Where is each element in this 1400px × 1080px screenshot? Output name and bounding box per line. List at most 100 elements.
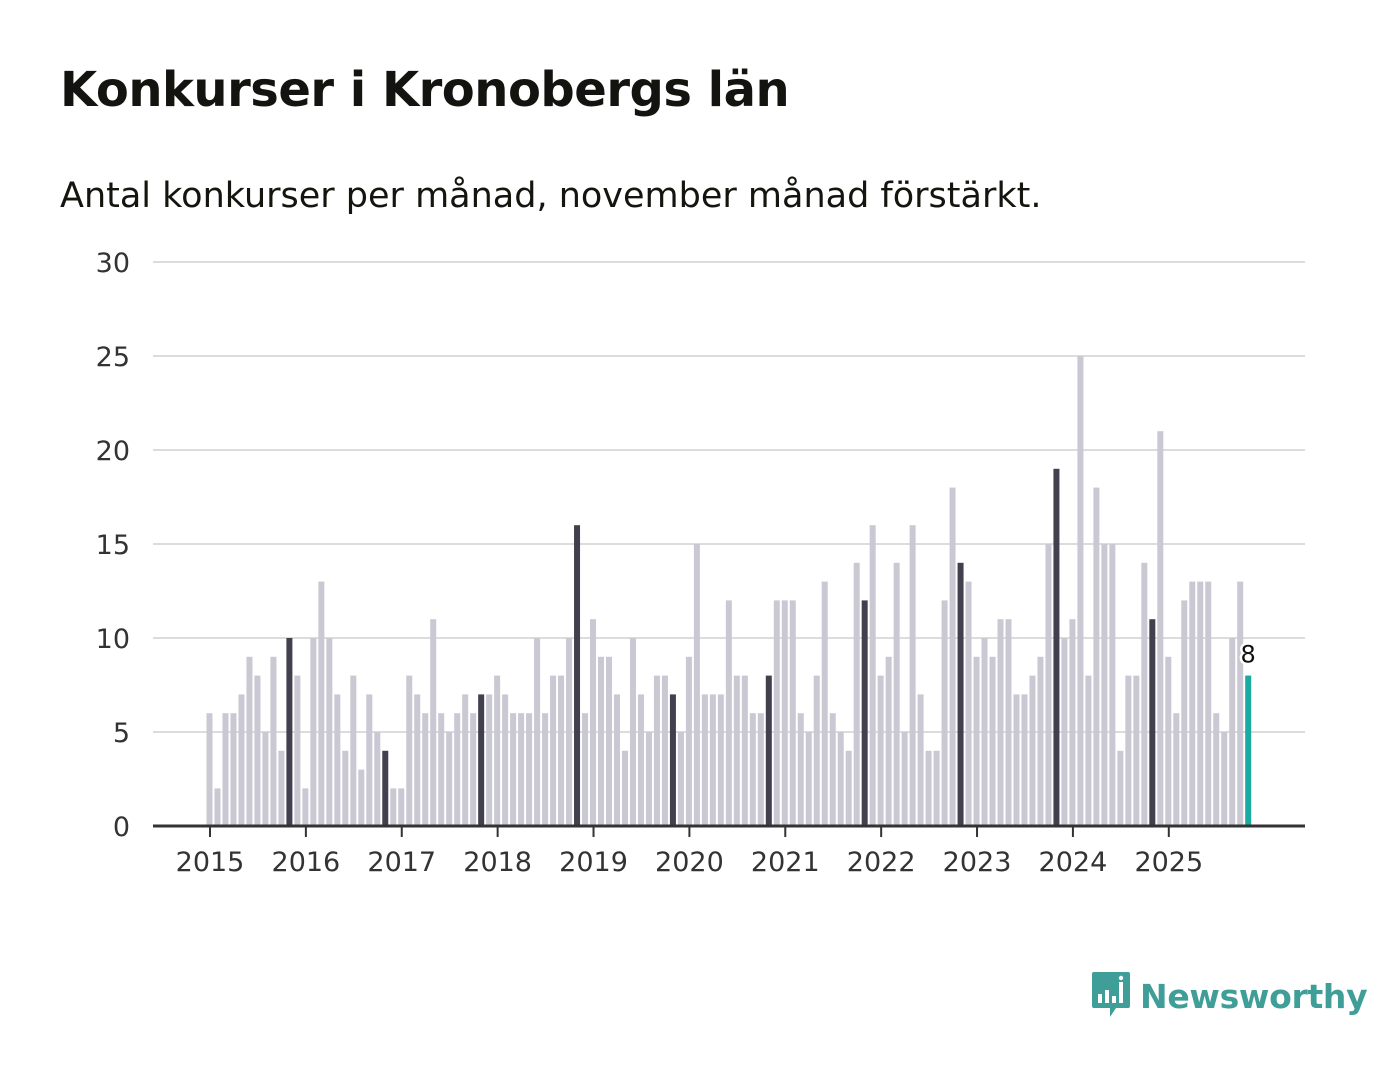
bar bbox=[949, 487, 956, 826]
bar bbox=[590, 619, 597, 826]
bar bbox=[741, 675, 748, 826]
chart-subtitle: Antal konkurser per månad, november måna… bbox=[60, 176, 1042, 216]
bar-november bbox=[574, 525, 581, 826]
bar bbox=[254, 675, 261, 826]
y-tick-label: 30 bbox=[96, 248, 130, 279]
x-tick-label: 2016 bbox=[272, 847, 341, 878]
bar bbox=[645, 732, 652, 826]
bar bbox=[334, 694, 341, 826]
bar bbox=[941, 600, 948, 826]
bar bbox=[981, 638, 988, 826]
bar bbox=[430, 619, 437, 826]
bar bbox=[230, 713, 237, 826]
y-tick-label: 5 bbox=[113, 718, 130, 749]
bar bbox=[1205, 581, 1212, 826]
bar bbox=[853, 562, 860, 826]
newsworthy-logo-icon bbox=[1092, 972, 1130, 1017]
bar bbox=[438, 713, 445, 826]
bar bbox=[1189, 581, 1196, 826]
x-tick-label: 2023 bbox=[943, 847, 1012, 878]
bar bbox=[374, 732, 381, 826]
chart-title: Konkurser i Kronobergs län bbox=[60, 62, 790, 118]
bar bbox=[837, 732, 844, 826]
bar bbox=[262, 732, 269, 826]
bar bbox=[629, 638, 636, 826]
bar bbox=[246, 656, 253, 826]
bar bbox=[613, 694, 620, 826]
bar bbox=[1037, 656, 1044, 826]
bar-november bbox=[765, 675, 772, 826]
bar bbox=[1229, 638, 1236, 826]
bar bbox=[997, 619, 1004, 826]
x-tick-label: 2022 bbox=[847, 847, 916, 878]
bar bbox=[422, 713, 429, 826]
bar bbox=[1117, 750, 1124, 826]
bar bbox=[542, 713, 549, 826]
bar bbox=[318, 581, 325, 826]
bar-november bbox=[286, 638, 293, 826]
bar bbox=[558, 675, 565, 826]
y-tick-label: 25 bbox=[96, 342, 130, 373]
x-axis: 2015 2016 2017 2018 2019 2020 2021 2022 2023 2024… bbox=[153, 824, 1305, 878]
bar bbox=[757, 713, 764, 826]
bar bbox=[222, 713, 229, 826]
bar bbox=[685, 656, 692, 826]
bar bbox=[270, 656, 277, 826]
bar bbox=[901, 732, 908, 826]
bar bbox=[494, 675, 501, 826]
bar bbox=[725, 600, 732, 826]
newsworthy-brand: Newsworthy bbox=[1090, 970, 1368, 1022]
bar bbox=[845, 750, 852, 826]
bar-november bbox=[957, 562, 964, 826]
bar bbox=[294, 675, 301, 826]
bar bbox=[366, 694, 373, 826]
bar bbox=[717, 694, 724, 826]
bar bbox=[310, 638, 317, 826]
bar bbox=[797, 713, 804, 826]
bar bbox=[470, 713, 477, 826]
bar-november bbox=[1053, 468, 1060, 826]
bar bbox=[989, 656, 996, 826]
bar bbox=[502, 694, 509, 826]
bar bbox=[326, 638, 333, 826]
bar bbox=[805, 732, 812, 826]
latest-value-label: 8 bbox=[1241, 641, 1256, 669]
y-tick-label: 20 bbox=[96, 436, 130, 467]
bar bbox=[1005, 619, 1012, 826]
bar bbox=[749, 713, 756, 826]
data-labels: 8 bbox=[1238, 638, 1258, 671]
bar-latest bbox=[1245, 675, 1252, 826]
bar bbox=[606, 656, 612, 826]
bar bbox=[693, 544, 700, 826]
bar bbox=[1157, 431, 1164, 826]
bar bbox=[1237, 581, 1244, 826]
bar bbox=[677, 732, 684, 826]
bar bbox=[789, 600, 796, 826]
bar bbox=[302, 788, 309, 826]
bar bbox=[1165, 656, 1172, 826]
bar bbox=[621, 750, 628, 826]
bar bbox=[518, 713, 525, 826]
bar bbox=[1069, 619, 1076, 826]
bar bbox=[933, 750, 940, 826]
bar-november bbox=[669, 694, 676, 826]
bar bbox=[206, 713, 213, 826]
brand-name: Newsworthy bbox=[1140, 976, 1368, 1016]
bar bbox=[398, 788, 405, 826]
bar bbox=[446, 732, 453, 826]
bar bbox=[909, 525, 916, 826]
bar bbox=[893, 562, 900, 826]
bar bbox=[773, 600, 780, 826]
x-tick-label: 2018 bbox=[463, 847, 532, 878]
bar bbox=[917, 694, 924, 826]
bar-november bbox=[382, 750, 389, 826]
bars bbox=[206, 356, 1252, 826]
x-tick-label: 2020 bbox=[655, 847, 724, 878]
bar bbox=[701, 694, 708, 826]
bar bbox=[238, 694, 245, 826]
bar-november bbox=[1149, 619, 1156, 826]
bar bbox=[877, 675, 884, 826]
bar bbox=[869, 525, 876, 826]
bar bbox=[1029, 675, 1036, 826]
bar bbox=[550, 675, 557, 826]
